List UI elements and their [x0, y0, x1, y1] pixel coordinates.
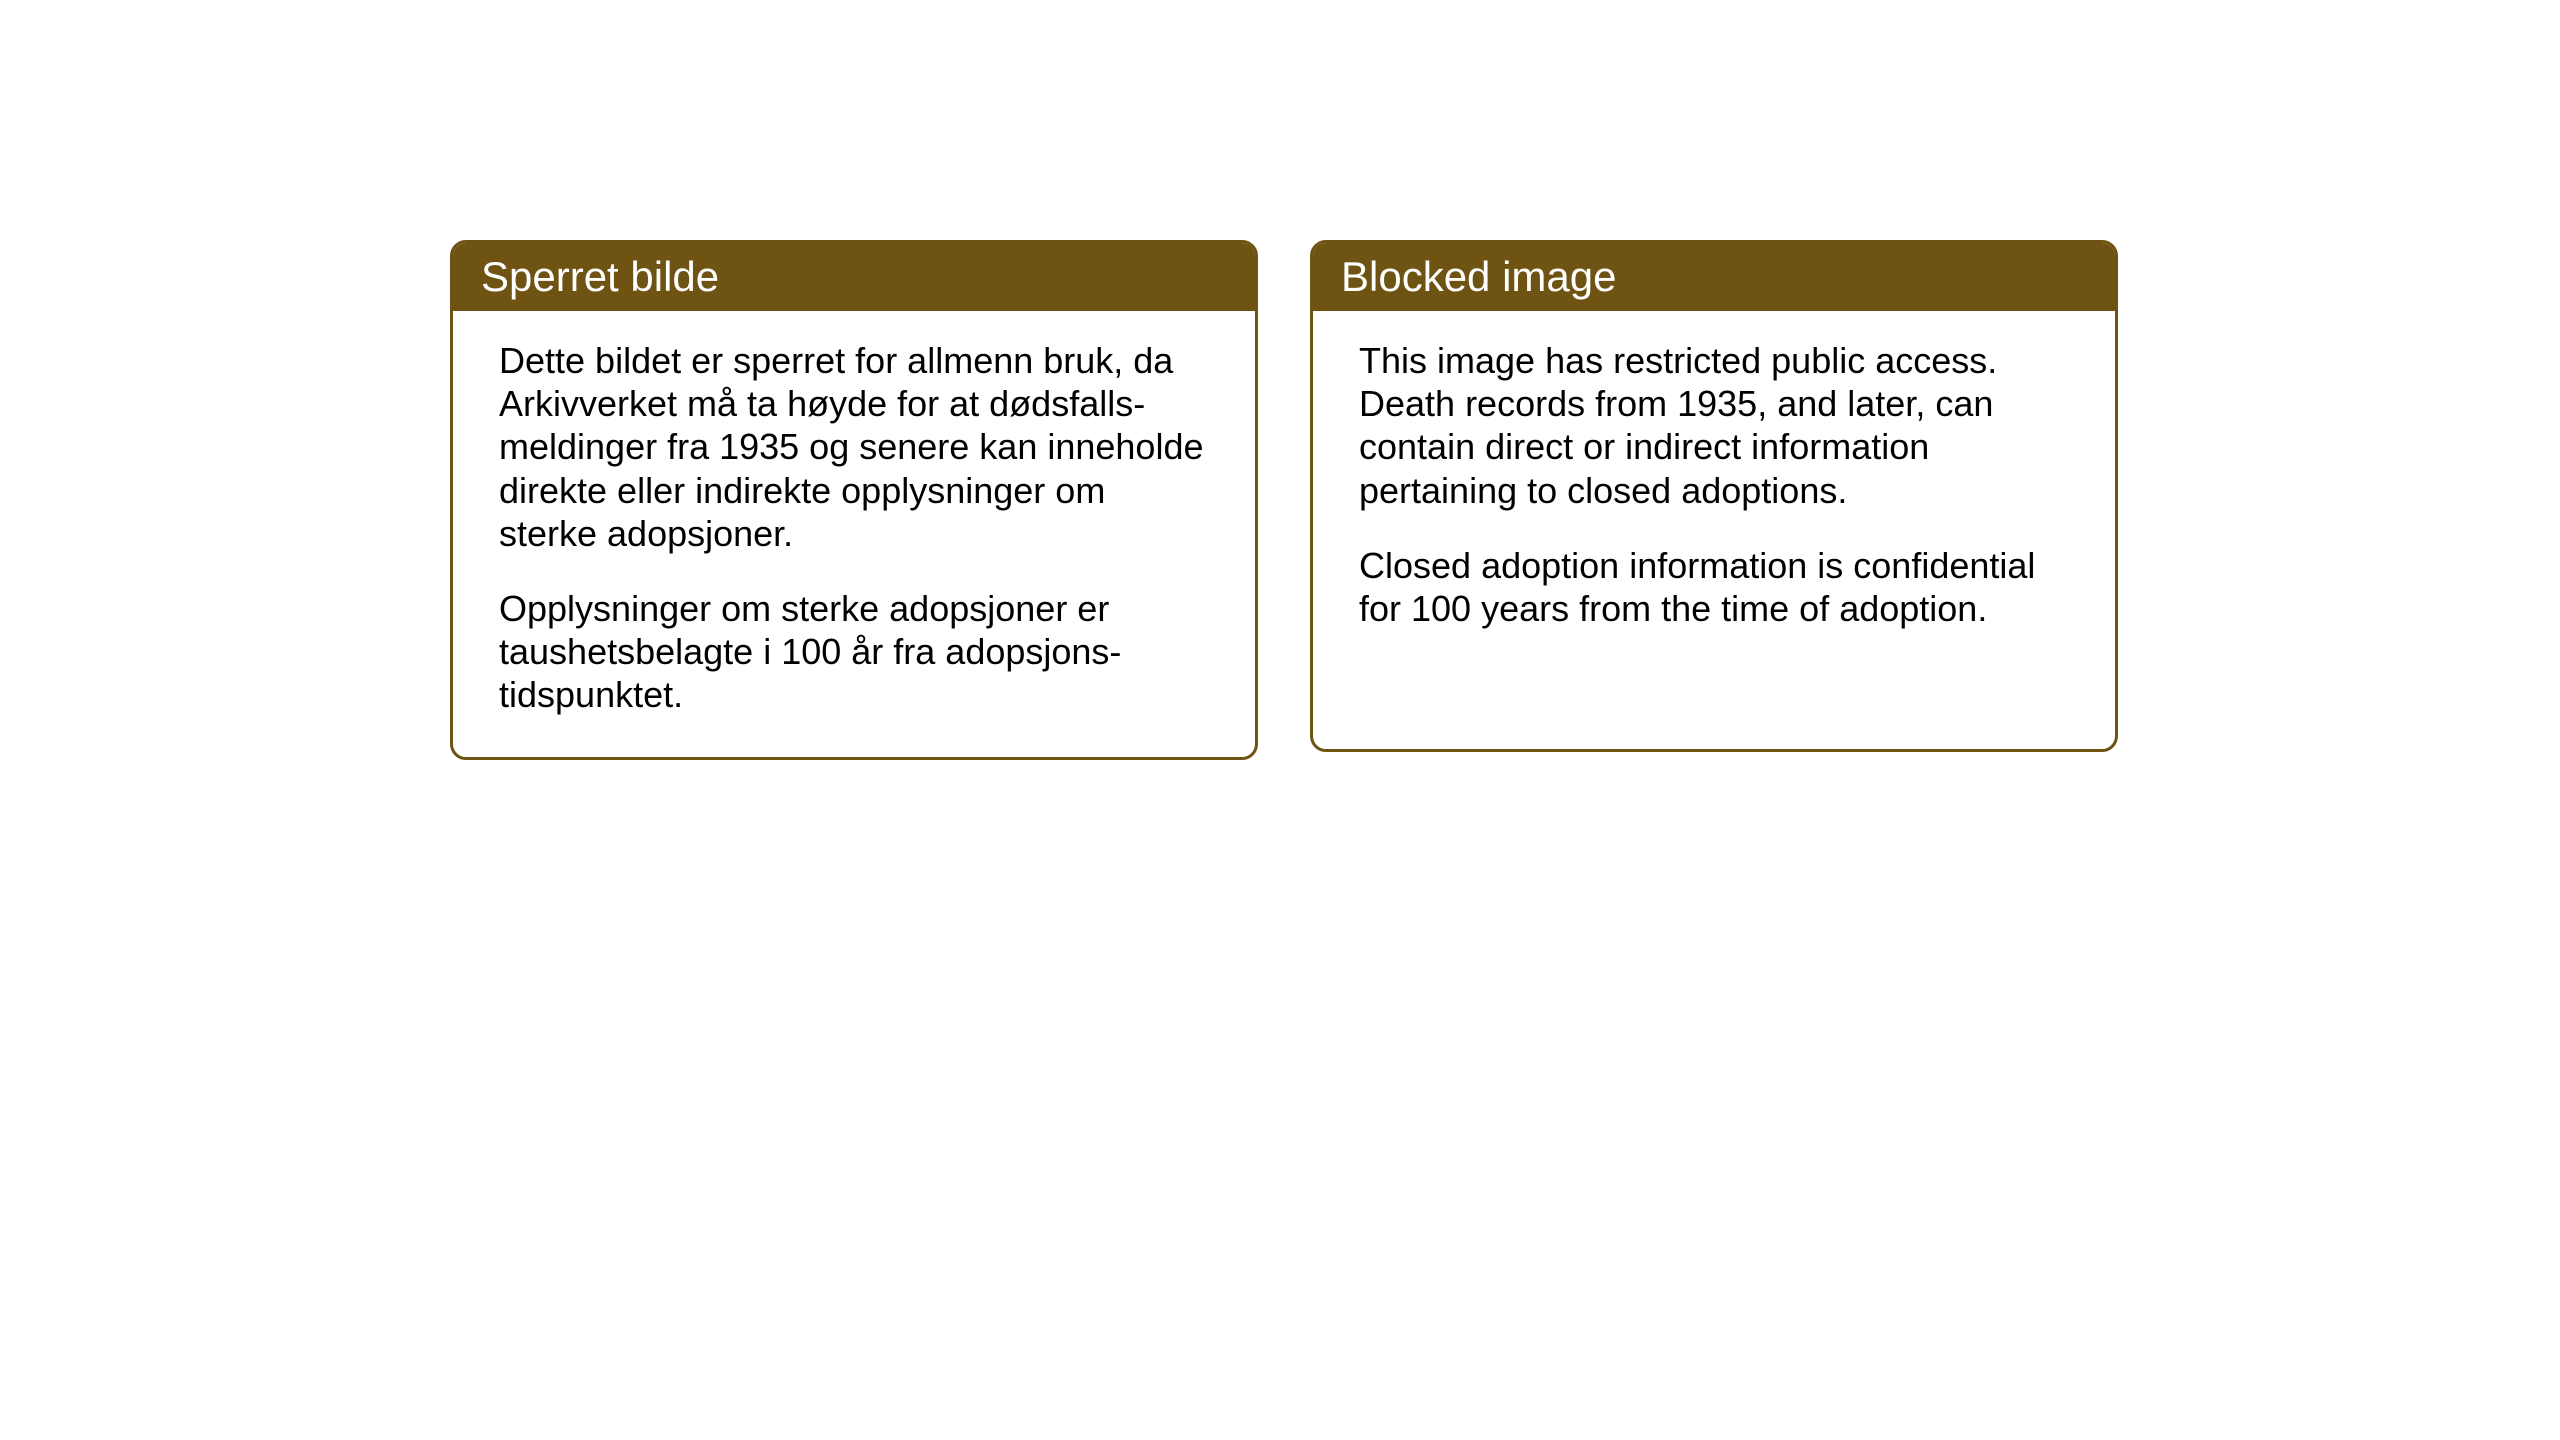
english-card-body: This image has restricted public access.…: [1313, 311, 2115, 670]
norwegian-paragraph-2: Opplysninger om sterke adopsjoner er tau…: [499, 587, 1209, 717]
english-notice-card: Blocked image This image has restricted …: [1310, 240, 2118, 752]
english-paragraph-2: Closed adoption information is confident…: [1359, 544, 2069, 630]
norwegian-paragraph-1: Dette bildet er sperret for allmenn bruk…: [499, 339, 1209, 555]
english-paragraph-1: This image has restricted public access.…: [1359, 339, 2069, 512]
english-card-title: Blocked image: [1313, 243, 2115, 311]
norwegian-notice-card: Sperret bilde Dette bildet er sperret fo…: [450, 240, 1258, 760]
norwegian-card-body: Dette bildet er sperret for allmenn bruk…: [453, 311, 1255, 757]
notice-container: Sperret bilde Dette bildet er sperret fo…: [450, 240, 2118, 760]
norwegian-card-title: Sperret bilde: [453, 243, 1255, 311]
